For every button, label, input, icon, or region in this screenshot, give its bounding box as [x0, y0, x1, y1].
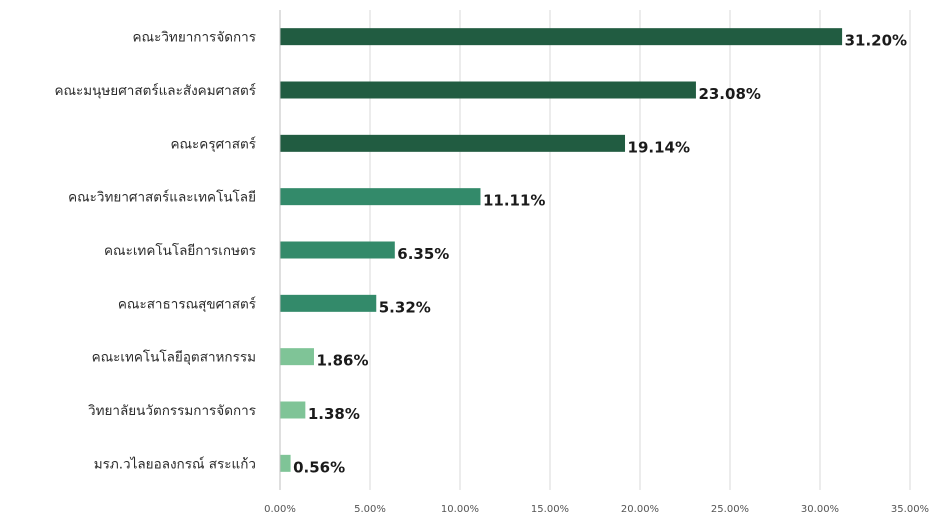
category-label: คณะเทคโนโลยีการเกษตร — [104, 242, 256, 259]
x-tick-label: 35.00% — [891, 504, 929, 514]
category-label: คณะครุศาสตร์ — [171, 135, 257, 152]
data-label: 31.20% — [845, 32, 907, 50]
x-tick-label: 25.00% — [711, 504, 749, 514]
x-tick-label: 0.00% — [264, 504, 296, 514]
data-label: 23.08% — [698, 85, 760, 103]
x-tick-label: 30.00% — [801, 504, 839, 514]
data-label: 1.86% — [316, 352, 368, 370]
category-label: วิทยาลัยนวัตกรรมการจัดการ — [88, 403, 256, 419]
x-tick-label: 15.00% — [531, 504, 569, 514]
category-label: คณะมนุษยศาสตร์และสังคมศาสตร์ — [54, 82, 256, 99]
x-tick-label: 5.00% — [354, 504, 386, 514]
category-label: คณะวิทยาการจัดการ — [133, 30, 256, 46]
bar — [280, 348, 314, 366]
data-label: 0.56% — [293, 458, 345, 476]
category-label: คณะวิทยาศาสตร์และเทคโนโลยี — [68, 189, 256, 206]
x-tick-label: 10.00% — [441, 504, 479, 514]
bar — [280, 28, 843, 46]
data-labels: 31.20% 23.08% 19.14% 11.11% 6.35% 5.32% 1.86% 1… — [293, 32, 907, 477]
bar — [280, 134, 626, 152]
bar — [280, 81, 696, 99]
data-label: 6.35% — [397, 245, 449, 263]
x-axis-tick-labels: 0.00% 5.00% 10.00% 15.00% 20.00% 25.00% 30.00%… — [264, 504, 929, 514]
data-label: 19.14% — [628, 138, 690, 156]
category-label: มรภ.วไลยอลงกรณ์ สระแก้ว — [94, 455, 256, 472]
bars — [280, 28, 843, 472]
bar — [280, 454, 291, 472]
bar — [280, 241, 395, 259]
category-labels: คณะวิทยาการจัดการคณะมนุษยศาสตร์และสังคมศ… — [54, 30, 256, 473]
data-label: 11.11% — [483, 192, 545, 210]
data-label: 1.38% — [308, 405, 360, 423]
category-label: คณะเทคโนโลยีอุตสาหกรรม — [92, 349, 256, 366]
x-tick-label: 20.00% — [621, 504, 659, 514]
bar — [280, 188, 481, 206]
bar — [280, 401, 306, 419]
category-label: คณะสาธารณสุขศาสตร์ — [118, 295, 256, 312]
data-label: 5.32% — [379, 298, 431, 316]
bar — [280, 294, 377, 312]
